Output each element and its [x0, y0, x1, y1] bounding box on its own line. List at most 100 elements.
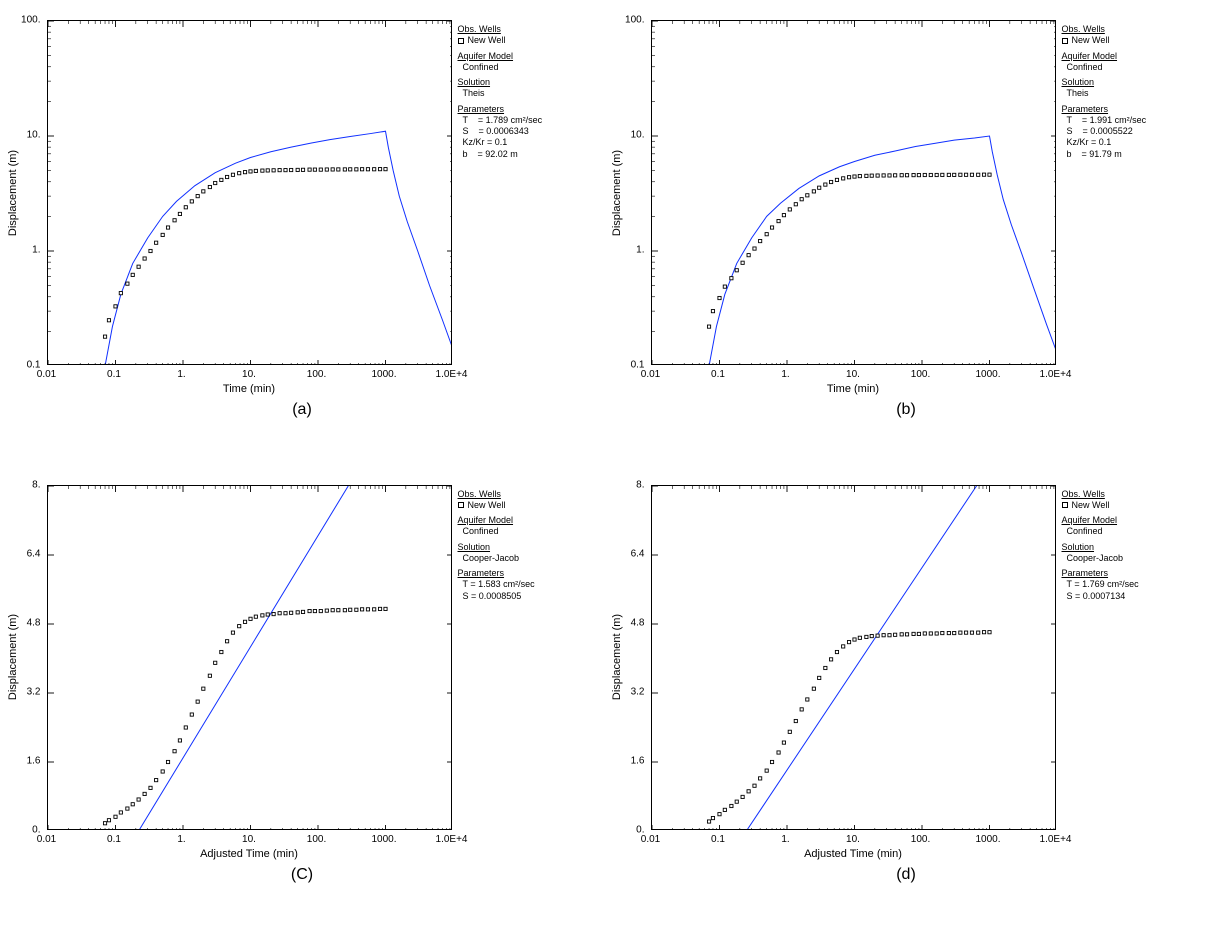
y-tick-label: 6.4: [631, 548, 645, 559]
legend-aq-item: Confined: [1062, 62, 1162, 73]
y-tick-label: 4.8: [631, 617, 645, 628]
panel-c: 0.010.11.10.100.1000.1.0E+40.1.63.24.86.…: [0, 465, 604, 929]
tick-marks: [48, 486, 452, 830]
legend-obs-item: New Well: [1062, 35, 1162, 46]
chart-area: 0.010.11.10.100.1000.1.0E+40.1.63.24.86.…: [651, 485, 1056, 830]
legend-aq-title: Aquifer Model: [1062, 515, 1118, 525]
legend-aq-item: Confined: [458, 62, 558, 73]
chart-area: 0.010.11.10.100.1000.1.0E+40.11.10.100. …: [47, 20, 452, 365]
legend-param-line: Kz/Kr = 0.1: [1062, 137, 1162, 148]
x-axis-label: Adjusted Time (min): [200, 848, 298, 860]
legend-par-title: Parameters: [1062, 568, 1109, 578]
x-tick-label: 100.: [911, 369, 930, 380]
y-tick-label: 3.2: [27, 686, 41, 697]
y-tick-label: 0.: [32, 824, 40, 835]
y-tick-label: 10.: [631, 130, 645, 141]
y-tick-label: 10.: [27, 130, 41, 141]
y-tick-label: 6.4: [27, 548, 41, 559]
y-tick-label: 8.: [32, 479, 40, 490]
x-axis-label: Adjusted Time (min): [804, 848, 902, 860]
x-tick-label: 1.0E+4: [436, 369, 468, 380]
x-tick-label: 0.1: [107, 369, 121, 380]
x-tick-label: 1.: [781, 369, 789, 380]
legend-obs-title: Obs. Wells: [458, 489, 501, 499]
x-tick-label: 0.01: [641, 834, 660, 845]
x-tick-label: 1000.: [975, 834, 1000, 845]
legend-sol-item: Theis: [1062, 88, 1162, 99]
data-markers: [103, 607, 387, 825]
x-tick-label: 1.0E+4: [436, 834, 468, 845]
chart-svg: [651, 485, 1056, 830]
legend-obs-item: New Well: [1062, 500, 1162, 511]
tick-marks: [48, 21, 452, 365]
y-tick-label: 1.6: [631, 755, 645, 766]
legend-aq-title: Aquifer Model: [1062, 51, 1118, 61]
legend-param-line: S = 0.0008505: [458, 591, 558, 602]
x-tick-label: 1.: [177, 369, 185, 380]
legend-obs-item: New Well: [458, 35, 558, 46]
x-tick-label: 1.: [781, 834, 789, 845]
x-tick-label: 100.: [307, 369, 326, 380]
marker-icon: [458, 38, 464, 44]
chart-wrap: 0.010.11.10.100.1000.1.0E+40.1.63.24.86.…: [47, 485, 558, 830]
x-tick-label: 10.: [846, 834, 860, 845]
legend-box: Obs. Wells New Well Aquifer Model Confin…: [1062, 489, 1162, 830]
x-tick-label: 1.: [177, 834, 185, 845]
y-axis-label: Displacement (m): [611, 614, 623, 700]
panel-label: (a): [292, 401, 312, 419]
legend-par-title: Parameters: [1062, 104, 1109, 114]
marker-icon: [458, 502, 464, 508]
legend-obs-title: Obs. Wells: [458, 24, 501, 34]
x-tick-label: 1.0E+4: [1040, 834, 1072, 845]
panel-label: (b): [896, 401, 916, 419]
x-axis-label: Time (min): [223, 383, 275, 395]
tick-marks: [652, 486, 1056, 830]
legend-aq-title: Aquifer Model: [458, 51, 514, 61]
model-curve: [746, 485, 1056, 830]
legend-box: Obs. Wells New Well Aquifer Model Confin…: [458, 24, 558, 365]
chart-wrap: 0.010.11.10.100.1000.1.0E+40.1.63.24.86.…: [651, 485, 1162, 830]
marker-icon: [1062, 502, 1068, 508]
y-tick-label: 1.: [32, 245, 40, 256]
legend-obs-item: New Well: [458, 500, 558, 511]
chart-wrap: 0.010.11.10.100.1000.1.0E+40.11.10.100. …: [47, 20, 558, 365]
data-markers: [103, 168, 387, 339]
legend-param-line: Kz/Kr = 0.1: [458, 137, 558, 148]
y-tick-label: 8.: [636, 479, 644, 490]
legend-sol-title: Solution: [1062, 542, 1095, 552]
y-tick-label: 100.: [21, 15, 40, 26]
tick-marks: [652, 21, 1056, 365]
y-tick-label: 100.: [625, 15, 644, 26]
chart-area: 0.010.11.10.100.1000.1.0E+40.1.63.24.86.…: [47, 485, 452, 830]
legend-param-line: S = 0.0005522: [1062, 126, 1162, 137]
legend-par-title: Parameters: [458, 104, 505, 114]
legend-param-line: b = 91.79 m: [1062, 149, 1162, 160]
legend-sol-item: Theis: [458, 88, 558, 99]
x-tick-label: 0.01: [641, 369, 660, 380]
panel-label: (d): [896, 866, 916, 884]
legend-sol-item: Cooper-Jacob: [458, 553, 558, 564]
legend-par-title: Parameters: [458, 568, 505, 578]
y-tick-label: 1.6: [27, 755, 41, 766]
legend-sol-title: Solution: [1062, 77, 1095, 87]
x-tick-label: 1000.: [975, 369, 1000, 380]
chart-area: 0.010.11.10.100.1000.1.0E+40.11.10.100. …: [651, 20, 1056, 365]
y-tick-label: 0.: [636, 824, 644, 835]
legend-obs-title: Obs. Wells: [1062, 489, 1105, 499]
legend-param-line: S = 0.0007134: [1062, 591, 1162, 602]
chart-svg: [47, 485, 452, 830]
legend-param-line: T = 1.789 cm²/sec: [458, 115, 558, 126]
y-tick-label: 0.1: [27, 360, 41, 371]
model-curve: [138, 485, 451, 830]
chart-svg: [651, 20, 1056, 365]
panel-label: (C): [291, 866, 313, 884]
chart-wrap: 0.010.11.10.100.1000.1.0E+40.11.10.100. …: [651, 20, 1162, 365]
legend-param-line: T = 1.583 cm²/sec: [458, 579, 558, 590]
legend-param-line: b = 92.02 m: [458, 149, 558, 160]
legend-sol-title: Solution: [458, 77, 491, 87]
panel-d: 0.010.11.10.100.1000.1.0E+40.1.63.24.86.…: [604, 465, 1208, 929]
y-tick-label: 4.8: [27, 617, 41, 628]
chart-svg: [47, 20, 452, 365]
legend-obs-title: Obs. Wells: [1062, 24, 1105, 34]
legend-sol-item: Cooper-Jacob: [1062, 553, 1162, 564]
